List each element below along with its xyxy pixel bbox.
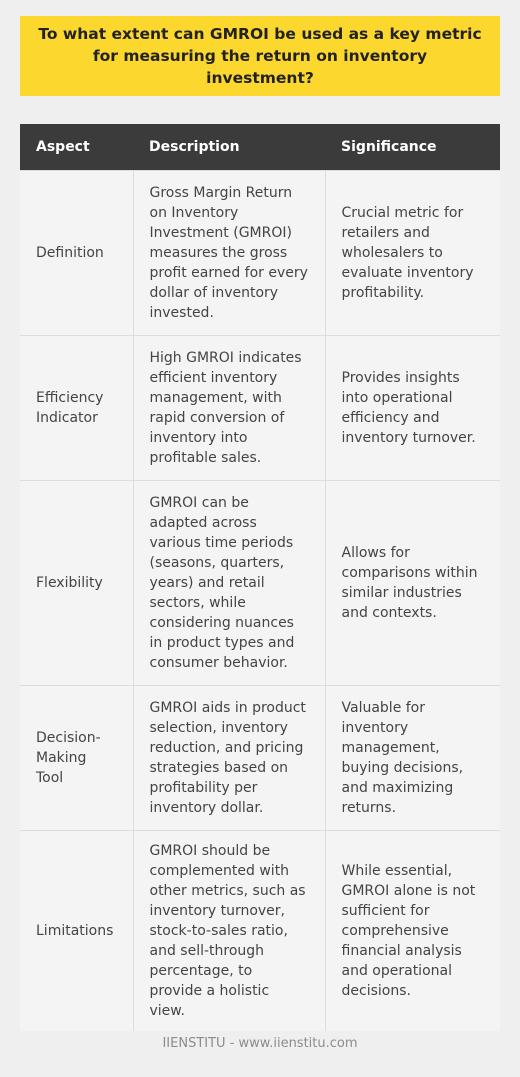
cell-aspect: Flexibility (20, 480, 133, 686)
header-description: Description (133, 124, 325, 171)
page-title: To what extent can GMROI be used as a ke… (38, 25, 482, 87)
table-row: Flexibility GMROI can be adapted across … (20, 480, 500, 686)
cell-aspect: Limitations (20, 830, 133, 1031)
footer-credit: IIENSTITU - www.iienstitu.com (162, 1036, 358, 1051)
header-row: Aspect Description Significance (20, 124, 500, 171)
cell-aspect: Definition (20, 170, 133, 336)
table-body: Definition Gross Margin Return on Invent… (20, 170, 500, 1031)
cell-description: GMROI can be adapted across various time… (132, 480, 325, 686)
cell-description: GMROI should be complemented with other … (132, 830, 325, 1031)
cell-significance: Crucial metric for retailers and wholesa… (324, 170, 500, 336)
table-row: Limitations GMROI should be complemented… (20, 830, 500, 1031)
cell-description: Gross Margin Return on Inventory Investm… (132, 170, 325, 336)
cell-aspect: Efficiency Indicator (20, 335, 133, 481)
cell-significance: While essential, GMROI alone is not suff… (324, 830, 500, 1031)
cell-aspect: Decision-Making Tool (20, 685, 133, 831)
table-row: Efficiency Indicator High GMROI indicate… (20, 335, 500, 481)
table-row: Decision-Making Tool GMROI aids in produ… (20, 685, 500, 831)
cell-significance: Provides insights into operational effic… (324, 335, 500, 481)
cell-description: GMROI aids in product selection, invento… (132, 685, 325, 831)
cell-description: High GMROI indicates efficient inventory… (132, 335, 325, 481)
table-header: Aspect Description Significance (20, 124, 500, 171)
header-significance: Significance (325, 124, 500, 171)
header-aspect: Aspect (20, 124, 133, 171)
title-banner: To what extent can GMROI be used as a ke… (20, 16, 500, 96)
table-row: Definition Gross Margin Return on Invent… (20, 170, 500, 336)
cell-significance: Allows for comparisons within similar in… (324, 480, 500, 686)
aspects-table: Aspect Description Significance Definiti… (20, 124, 500, 1031)
cell-significance: Valuable for inventory management, buyin… (324, 685, 500, 831)
